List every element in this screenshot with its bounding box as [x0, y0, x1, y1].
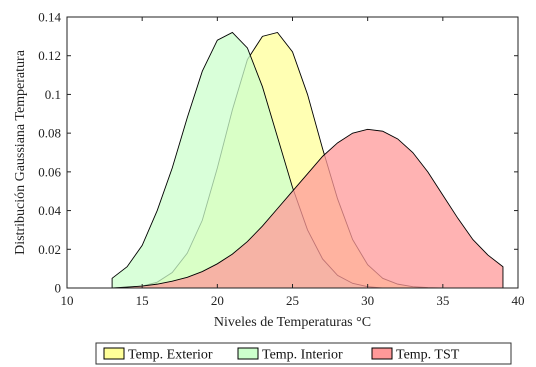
legend-box: [95, 342, 512, 365]
legend-swatch-2: [371, 347, 393, 360]
y-tick-label: 0.12: [38, 48, 61, 63]
x-tick-label: 20: [211, 293, 224, 308]
x-tick-label: 15: [136, 293, 149, 308]
y-tick-label: 0.02: [38, 242, 61, 257]
x-tick-label: 35: [436, 293, 449, 308]
legend-label-0: Temp. Exterior: [128, 348, 213, 363]
y-tick-label: 0.1: [45, 87, 61, 102]
y-tick-label: 0.14: [38, 10, 61, 25]
axes: 10 15 20 25 30 35 40 0 0.02 0.04 0.06 0.08 0.1 0.12 0.…: [38, 10, 524, 309]
x-tick-label: 40: [512, 293, 525, 308]
y-tick-label: 0: [55, 281, 62, 296]
legend-swatch-1: [237, 347, 259, 360]
x-tick-label: 25: [286, 293, 299, 308]
legend: Temp. Exterior Temp. Interior Temp. TST: [95, 342, 512, 365]
y-axis-label: Distribución Gaussiana Temperatura: [13, 49, 28, 255]
x-axis-label: Niveles de Temperaturas °C: [214, 315, 371, 330]
y-tick-label: 0.04: [38, 203, 61, 218]
plot-area: [111, 31, 504, 289]
x-tick-label: 30: [361, 293, 374, 308]
legend-label-1: Temp. Interior: [262, 348, 343, 363]
y-tick-label: 0.06: [38, 164, 61, 179]
legend-label-2: Temp. TST: [396, 348, 460, 363]
x-tick-label: 10: [61, 293, 74, 308]
legend-swatch-0: [103, 347, 125, 360]
y-tick-label: 0.08: [38, 126, 61, 141]
series-area-2: [112, 128, 504, 289]
